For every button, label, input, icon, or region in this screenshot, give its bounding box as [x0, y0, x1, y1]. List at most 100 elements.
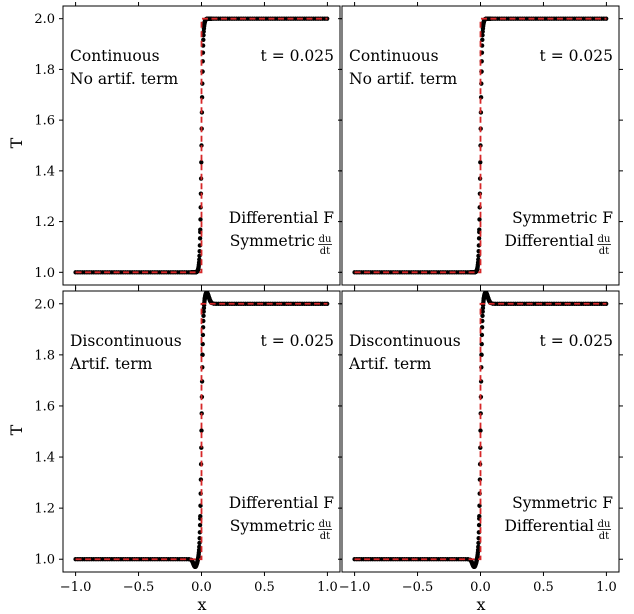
data-point — [476, 540, 481, 546]
data-point — [201, 32, 206, 38]
data-point — [480, 313, 485, 318]
axes-frame — [62, 5, 341, 286]
annotation-scheme: Discontinuous — [70, 332, 182, 350]
annotation-artificial-term: No artif. term — [349, 70, 458, 88]
y-tick-label: 1.8 — [34, 63, 55, 78]
data-point — [476, 253, 481, 259]
data-point — [201, 313, 206, 318]
annotation-artificial-term: Artif. term — [69, 355, 153, 373]
series-exact-line — [75, 17, 328, 274]
y-tick-label: 1.6 — [34, 114, 55, 129]
y-tick-label: 1.0 — [34, 266, 55, 281]
y-axis-label-top: T — [7, 137, 26, 148]
y-tick-label: 1.2 — [34, 215, 55, 230]
data-point — [199, 160, 204, 165]
annotation-time: t = 0.025 — [261, 47, 334, 65]
series-exact-line — [75, 302, 328, 561]
x-tick-label: −0.5 — [402, 580, 434, 595]
annotation-time: t = 0.025 — [540, 332, 613, 350]
series-exact-line — [354, 17, 607, 274]
annotation-flux-form: Symmetric F — [512, 494, 613, 512]
x-tick-label: 0.5 — [254, 580, 275, 595]
data-point — [199, 428, 204, 433]
data-point — [197, 253, 202, 259]
data-point — [198, 514, 203, 519]
data-point — [478, 428, 483, 433]
x-tick-label: −1.0 — [339, 580, 371, 595]
data-point — [476, 544, 481, 550]
data-point — [479, 332, 485, 338]
axes-frame — [341, 290, 620, 573]
annotation-scheme: Discontinuous — [349, 332, 461, 350]
x-tick-label: −0.5 — [123, 580, 155, 595]
annotation-flux-form: Differential F — [229, 209, 334, 227]
axes-frame — [62, 290, 341, 573]
data-point — [201, 309, 206, 314]
data-point — [479, 352, 484, 358]
y-tick-label: 2.0 — [34, 297, 55, 312]
x-tick-label: −1.0 — [60, 580, 92, 595]
data-point — [197, 236, 203, 241]
plot-content — [352, 16, 609, 275]
data-point — [197, 544, 202, 550]
fraction-numerator: du — [319, 234, 332, 245]
x-tick-label: 0.0 — [470, 580, 491, 595]
y-tick-label: 1.6 — [34, 399, 55, 414]
axes-frame — [341, 5, 620, 286]
annotation-dudt-form: Differential — [504, 517, 594, 535]
annotation-dudt-form: Symmetric — [230, 232, 315, 250]
plot-content — [352, 291, 609, 570]
fraction-numerator: du — [598, 519, 611, 530]
data-point — [197, 522, 203, 528]
data-point — [480, 32, 485, 38]
y-tick-label: 1.0 — [34, 553, 55, 568]
annotation-dudt-form: Differential — [504, 232, 594, 250]
fraction-numerator: du — [598, 234, 611, 245]
fraction-denominator: dt — [599, 246, 609, 257]
data-point — [200, 352, 205, 358]
x-axis-label-left: x — [197, 595, 206, 614]
data-point — [197, 257, 202, 262]
annotation-flux-form: Differential F — [229, 494, 334, 512]
data-point — [197, 540, 202, 546]
plot-content — [73, 291, 330, 570]
data-point — [476, 236, 482, 241]
data-point — [477, 217, 482, 222]
x-tick-label: 1.0 — [596, 580, 617, 595]
fraction-denominator: dt — [320, 531, 330, 542]
y-tick-label: 1.2 — [34, 502, 55, 517]
y-tick-label: 1.4 — [34, 451, 55, 466]
annotation-time: t = 0.025 — [540, 47, 613, 65]
fraction-denominator: dt — [320, 246, 330, 257]
panel-bottom-right: −1.0 −0.5 0.0 0.5 1.0 Discontinuous Artif. ter… — [338, 287, 623, 595]
x-tick-label: 1.0 — [317, 580, 338, 595]
annotation-scheme: Continuous — [70, 47, 160, 65]
annotation-artificial-term: Artif. term — [348, 355, 432, 373]
x-axis-label-right: x — [476, 595, 485, 614]
panel-top-left: 1.0 1.2 1.4 1.6 1.8 2.0 Continuous No artif. te… — [34, 2, 344, 289]
x-tick-label: 0.5 — [533, 580, 554, 595]
y-tick-label: 1.8 — [34, 348, 55, 363]
panel-bottom-left: 1.0 1.2 1.4 1.6 1.8 2.0 −1.0 −0.5 0.0 0.5 1.0 Disco… — [34, 287, 344, 595]
data-point — [480, 309, 485, 314]
y-tick-label: 2.0 — [34, 12, 55, 27]
plot-content — [73, 16, 330, 275]
data-point — [198, 217, 203, 222]
annotation-dudt-form: Symmetric — [230, 517, 315, 535]
data-point — [200, 332, 206, 338]
data-point — [476, 257, 481, 262]
data-point — [476, 522, 482, 528]
y-tick-label: 1.4 — [34, 164, 55, 179]
x-tick-label: 0.0 — [191, 580, 212, 595]
series-exact-line — [354, 302, 607, 561]
annotation-flux-form: Symmetric F — [512, 209, 613, 227]
annotation-artificial-term: No artif. term — [70, 70, 179, 88]
fraction-denominator: dt — [599, 531, 609, 542]
data-point — [477, 514, 482, 519]
fraction-numerator: du — [319, 519, 332, 530]
panel-top-right: Continuous No artif. term t = 0.025 Symmetr… — [338, 2, 623, 289]
y-axis-label-bottom: T — [7, 424, 26, 435]
data-point — [478, 160, 483, 165]
annotation-scheme: Continuous — [349, 47, 439, 65]
